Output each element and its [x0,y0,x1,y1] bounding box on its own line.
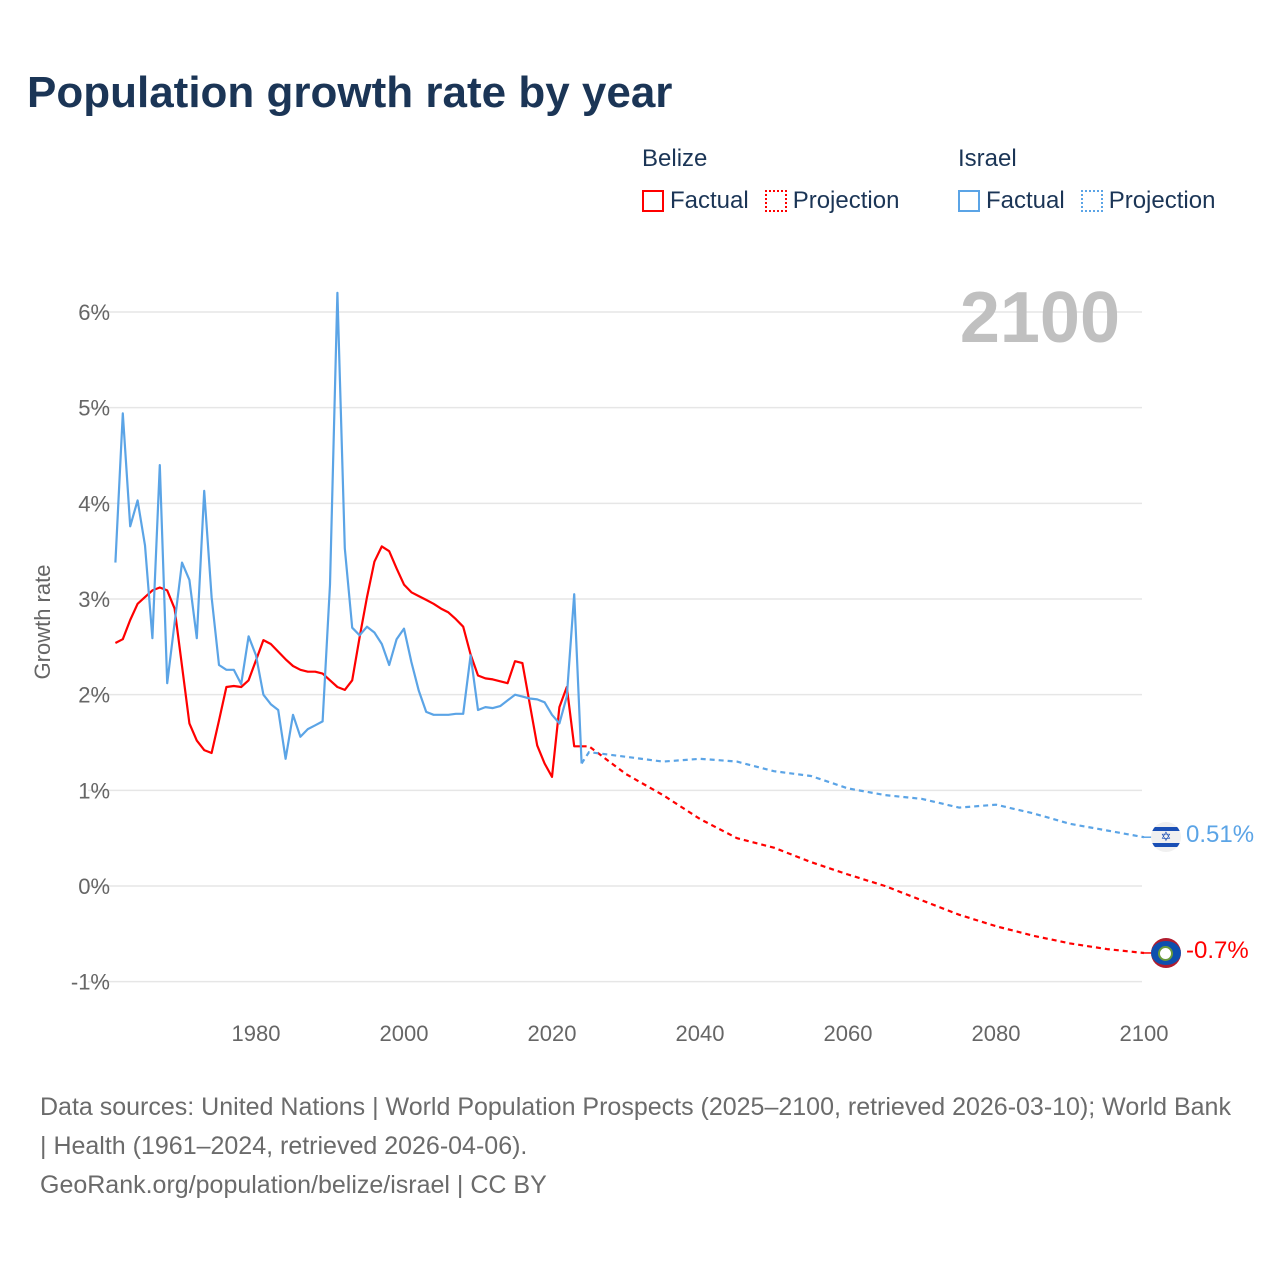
israel-end-value: 0.51% [1186,821,1255,848]
y-tick-label: 2% [78,683,110,708]
y-tick-label: 3% [78,587,110,612]
y-tick-label: 4% [78,491,110,516]
x-tick-label: 2000 [380,1021,429,1046]
series-line-israel-projection [580,751,1145,839]
y-tick-label: 1% [78,778,110,803]
x-tick-label: 2100 [1120,1021,1169,1046]
data-sources: Data sources: United Nations | World Pop… [40,1093,1231,1160]
x-tick-label: 2060 [824,1021,873,1046]
y-tick-label: 6% [78,300,110,325]
current-year-label: 2100 [960,278,1120,358]
legend-israel: Israel Factual Projection [958,145,1215,215]
chart-title: Population growth rate by year [27,68,673,117]
belize-flag-icon [1151,938,1181,968]
israel-flag-icon: ✡ [1151,822,1181,852]
footer: Data sources: United Nations | World Pop… [40,1088,1240,1205]
belize-end-value: -0.7% [1186,937,1249,964]
series-line-belize-projection [581,745,1145,955]
x-tick-label: 2020 [528,1021,577,1046]
legend-item-belize-factual[interactable]: Factual [642,187,749,215]
source-link[interactable]: GeoRank.org/population/belize/israel | C… [40,1171,547,1199]
y-axis-label: Growth rate [30,565,55,680]
legend-item-belize-projection[interactable]: Projection [764,187,900,215]
legend-label: Factual [986,187,1065,214]
y-tick-label: -1% [71,970,110,995]
x-tick-label: 2040 [676,1021,725,1046]
x-tick-label: 1980 [232,1021,281,1046]
legend-label: Projection [1108,187,1216,214]
series-line-belize-factual [114,545,582,778]
legend-group-name: Belize [642,145,708,172]
legend-item-israel-factual[interactable]: Factual [958,187,1065,215]
legend-swatch-solid [958,190,980,212]
legend-item-israel-projection[interactable]: Projection [1080,187,1216,215]
legend-swatch-solid [642,190,664,212]
legend-swatch-dotted [764,190,787,212]
legend-group-name: Israel [958,145,1017,172]
y-tick-label: 0% [78,874,110,899]
series-line-israel-factual [114,291,583,764]
legend-belize: Belize Factual Projection [642,145,899,215]
legend-label: Factual [670,187,749,214]
x-tick-label: 2080 [972,1021,1021,1046]
y-tick-label: 5% [78,396,110,421]
legend-swatch-dotted [1080,190,1103,212]
legend-label: Projection [792,187,900,214]
